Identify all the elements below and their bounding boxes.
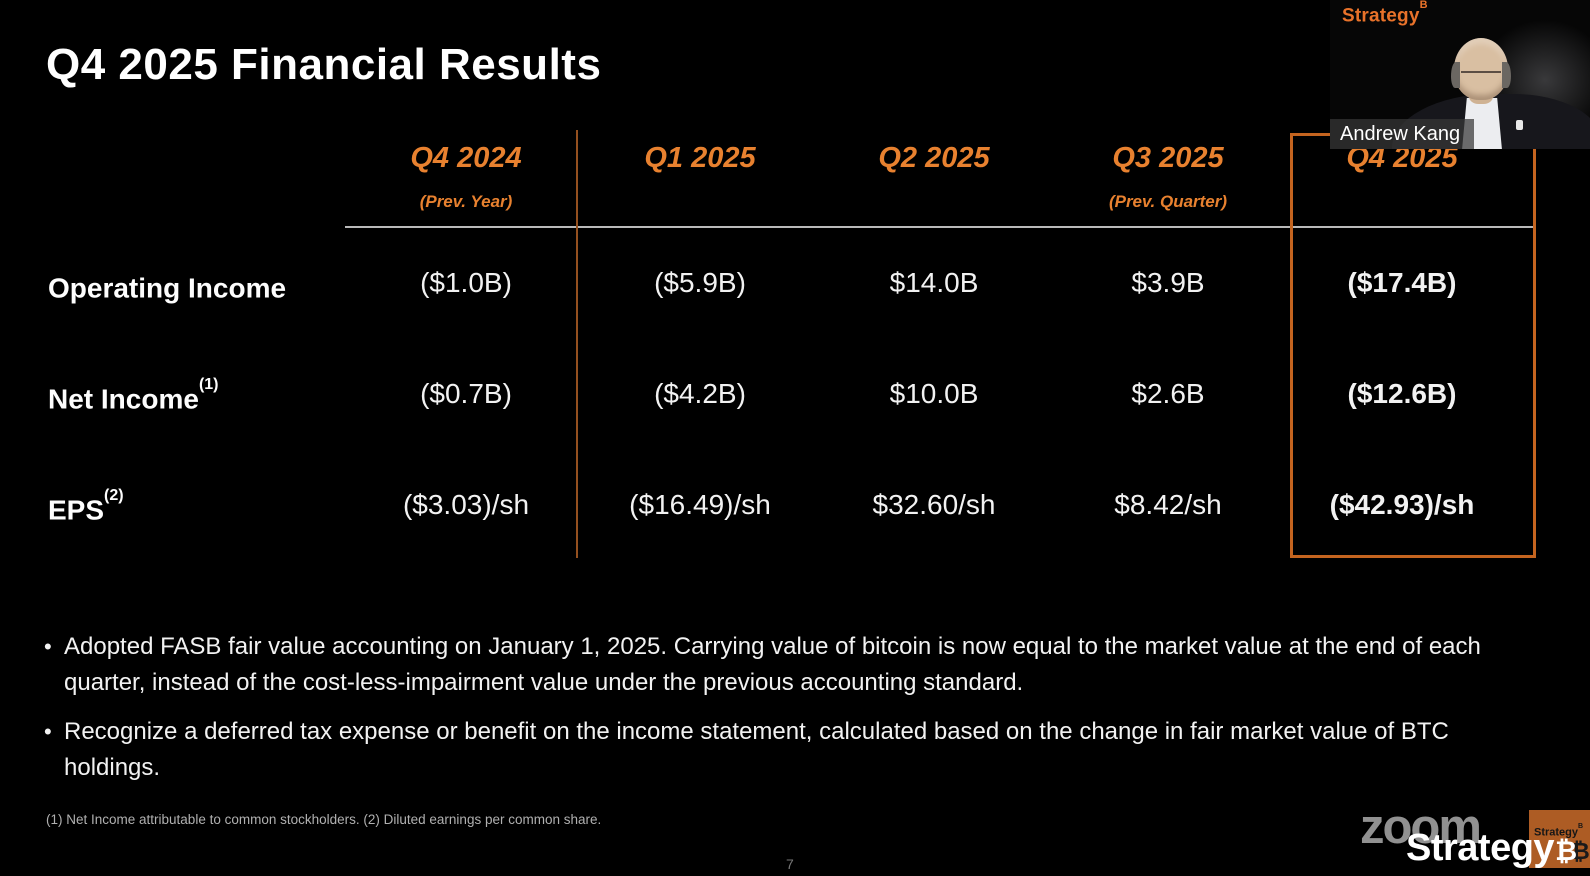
page-number: 7 bbox=[786, 856, 794, 872]
avatar-lapel-pin bbox=[1516, 120, 1523, 130]
page-title: Q4 2025 Financial Results bbox=[46, 40, 602, 89]
table-cell: $32.60/sh bbox=[872, 489, 996, 520]
bitcoin-b-icon: ₿ bbox=[1555, 836, 1577, 867]
avatar-glasses bbox=[1461, 63, 1501, 73]
column-header-q3-2025: Q3 2025 bbox=[1112, 142, 1224, 174]
bullet-text: Recognize a deferred tax expense or bene… bbox=[64, 718, 1449, 781]
column-subheader-prev-year: (Prev. Year) bbox=[419, 192, 513, 211]
column-header-q2-2025: Q2 2025 bbox=[878, 142, 990, 174]
row-label-operating-income: Operating Income bbox=[48, 272, 287, 304]
table-cell-highlighted: ($42.93)/sh bbox=[1329, 489, 1475, 520]
avatar-hair bbox=[1502, 62, 1511, 88]
table-cell: ($5.9B) bbox=[654, 267, 746, 298]
zoom-watermark: zoom bbox=[1360, 800, 1482, 854]
column-header-q4-2024: Q4 2024 bbox=[410, 142, 522, 174]
strategy-badge: StrategyB ₿ bbox=[1529, 810, 1590, 868]
speaker-name-label: Andrew Kang bbox=[1330, 119, 1475, 149]
bitcoin-b-icon: ₿ bbox=[1571, 839, 1590, 865]
table-cell-highlighted: ($12.6B) bbox=[1347, 378, 1457, 409]
table-cell: $8.42/sh bbox=[1114, 489, 1222, 520]
column-header-q1-2025: Q1 2025 bbox=[644, 142, 756, 174]
avatar-head bbox=[1454, 38, 1508, 100]
table-cell: $10.0B bbox=[889, 378, 979, 409]
table-header-underline bbox=[345, 226, 1536, 228]
table-cell: ($3.03)/sh bbox=[402, 489, 530, 520]
strategy-badge-logo: StrategyB bbox=[1534, 823, 1584, 839]
table-cell: ($4.2B) bbox=[654, 378, 746, 409]
footnote-marker: (2) bbox=[104, 487, 124, 504]
bullet-text: Adopted FASB fair value accounting on Ja… bbox=[64, 633, 1481, 696]
bullet-item: • Recognize a deferred tax expense or be… bbox=[44, 714, 1542, 786]
bullet-item: • Adopted FASB fair value accounting on … bbox=[44, 629, 1542, 701]
footnote-marker: (1) bbox=[198, 376, 219, 393]
bullet-dot: • bbox=[44, 634, 52, 659]
footnote: (1) Net Income attributable to common st… bbox=[46, 812, 602, 827]
speaker-video-tile: StrategyB Andrew Kang bbox=[1330, 0, 1590, 149]
table-cell: $2.6B bbox=[1131, 378, 1205, 409]
table-cell: $14.0B bbox=[889, 267, 979, 298]
table-cell: ($1.0B) bbox=[420, 267, 512, 298]
avatar-hair bbox=[1451, 62, 1460, 88]
strategy-logo: StrategyB bbox=[1342, 0, 1428, 27]
bullet-dot: • bbox=[44, 719, 52, 744]
bitcoin-b-icon: B bbox=[1419, 0, 1428, 11]
table-column-divider bbox=[576, 130, 578, 558]
table-cell-highlighted: ($17.4B) bbox=[1347, 267, 1457, 298]
column-subheader-prev-quarter: (Prev. Quarter) bbox=[1108, 192, 1228, 211]
strategy-wordmark: Strategy₿ bbox=[1406, 827, 1577, 869]
notes-section: • Adopted FASB fair value accounting on … bbox=[44, 629, 1542, 799]
row-label-eps: EPS(2) bbox=[48, 487, 124, 526]
table-cell: ($0.7B) bbox=[420, 378, 512, 409]
row-label-net-income: Net Income(1) bbox=[48, 376, 219, 415]
table-cell: ($16.49)/sh bbox=[629, 489, 771, 520]
bitcoin-b-icon: B bbox=[1578, 823, 1584, 830]
table-cell: $3.9B bbox=[1131, 267, 1205, 298]
